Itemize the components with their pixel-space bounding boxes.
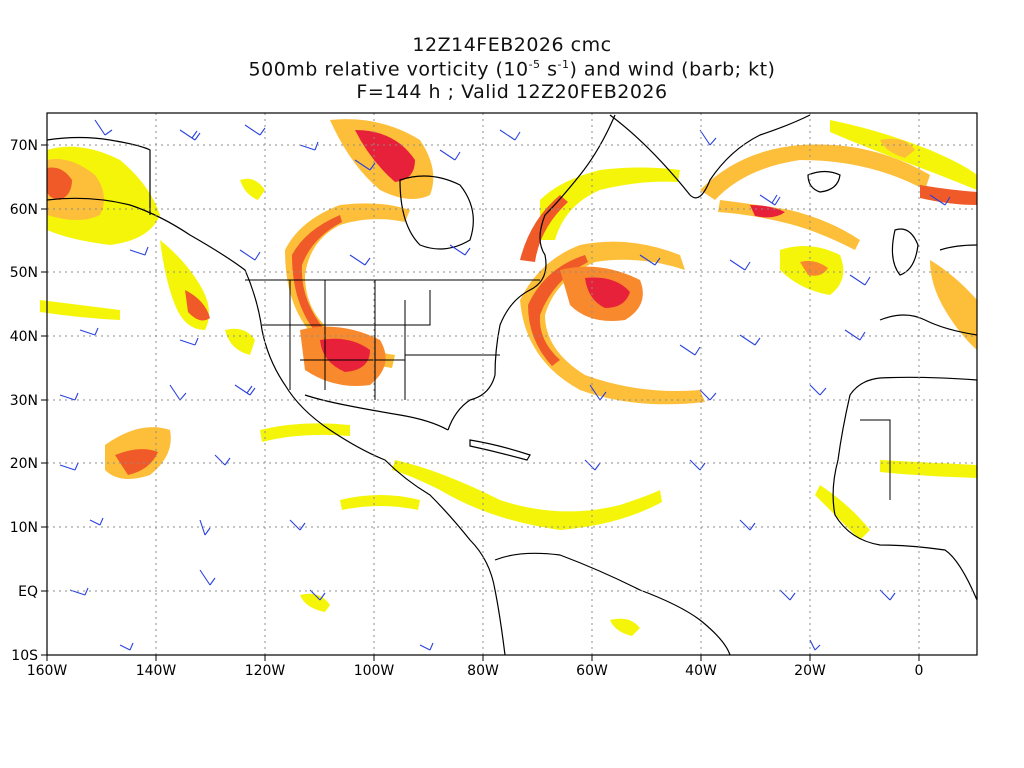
- title-exponent-2: -1: [557, 58, 570, 71]
- wind-barb-icon: [129, 246, 149, 256]
- wind-barb-icon: [439, 149, 461, 161]
- lat-label: 40N: [10, 329, 38, 345]
- wind-barb-icon: [729, 259, 751, 271]
- wind-barb-icon: [679, 344, 701, 356]
- political-borders: [245, 279, 891, 500]
- lon-label: 140W: [136, 663, 177, 679]
- wind-barb-icon: [349, 254, 371, 266]
- lon-label: 0: [915, 663, 924, 679]
- lon-label: 40W: [685, 663, 717, 679]
- wind-barb-icon: [169, 384, 187, 401]
- wind-barb-icon: [59, 462, 79, 471]
- wind-barb-icon: [59, 392, 79, 401]
- latitude-labels: 70N 60N 50N 40N 30N 20N 10N EQ 10S: [10, 138, 38, 664]
- wind-barb-icon: [94, 119, 113, 136]
- wind-barb-icon: [699, 389, 717, 401]
- wind-barb-icon: [244, 124, 266, 136]
- lat-label: 50N: [10, 265, 38, 281]
- wind-barb-icon: [354, 159, 376, 171]
- wind-barb-icon: [589, 384, 607, 401]
- wind-barb-icon: [179, 129, 201, 141]
- wind-barb-icon: [699, 129, 717, 146]
- wind-barb-icon: [289, 519, 306, 531]
- wind-barbs: [59, 119, 951, 651]
- wind-barb-icon: [79, 327, 99, 336]
- title-line-2: 500mb relative vorticity (10-5 s-1) and …: [0, 58, 1024, 80]
- plot-area: [47, 113, 977, 655]
- wind-barb-icon: [929, 194, 951, 206]
- wind-barb-icon: [779, 589, 796, 601]
- wind-barb-icon: [239, 249, 261, 261]
- wind-barb-icon: [739, 334, 761, 346]
- tick-marks: [41, 144, 920, 661]
- title-line-2-post: ) and wind (barb; kt): [569, 58, 776, 81]
- title-line-2-pre: 500mb relative vorticity (10: [248, 58, 529, 81]
- lon-label: 20W: [794, 663, 826, 679]
- lat-label: 10S: [11, 648, 38, 664]
- lat-label: 20N: [10, 456, 38, 472]
- lat-label: EQ: [18, 584, 38, 600]
- wind-barb-icon: [419, 642, 434, 651]
- plot-frame: [46, 112, 978, 656]
- lon-label: 160W: [27, 663, 68, 679]
- lon-label: 80W: [467, 663, 499, 679]
- wind-barb-icon: [199, 519, 211, 536]
- lat-label: 10N: [10, 520, 38, 536]
- longitude-labels: 160W 140W 120W 100W 80W 60W 40W 20W 0: [27, 663, 924, 679]
- lon-label: 60W: [576, 663, 608, 679]
- lon-label: 120W: [245, 663, 286, 679]
- wind-barb-icon: [449, 244, 471, 256]
- title-line-1: 12Z14FEB2026 cmc: [412, 34, 612, 56]
- wind-barb-icon: [809, 639, 821, 651]
- wind-barb-icon: [309, 589, 326, 601]
- wind-barb-icon: [214, 454, 231, 466]
- wind-barb-icon: [499, 129, 521, 141]
- lat-label: 30N: [10, 393, 38, 409]
- wind-barb-icon: [299, 141, 319, 151]
- wind-barb-icon: [849, 274, 871, 286]
- wind-barb-icon: [809, 384, 827, 396]
- wind-barb-icon: [234, 384, 256, 396]
- title-line-2-mid: s: [540, 58, 558, 81]
- lat-label: 70N: [10, 138, 38, 154]
- wind-barb-icon: [584, 459, 601, 471]
- wind-barb-icon: [759, 194, 781, 206]
- wind-barb-icon: [844, 329, 866, 341]
- wind-barb-icon: [879, 589, 896, 601]
- wind-barb-icon: [179, 337, 199, 346]
- title-line-3: F=144 h ; Valid 12Z20FEB2026: [356, 81, 668, 103]
- coastlines: [46, 114, 978, 656]
- graticule: [47, 113, 977, 655]
- wind-barb-icon: [739, 519, 756, 531]
- wind-barb-icon: [89, 517, 104, 526]
- lon-label: 100W: [354, 663, 395, 679]
- title-exponent-1: -5: [528, 58, 541, 71]
- lat-label: 60N: [10, 202, 38, 218]
- wind-barb-icon: [639, 254, 661, 266]
- vorticity-shading: [40, 119, 977, 636]
- wind-barb-icon: [119, 642, 134, 651]
- wind-barb-icon: [199, 569, 216, 586]
